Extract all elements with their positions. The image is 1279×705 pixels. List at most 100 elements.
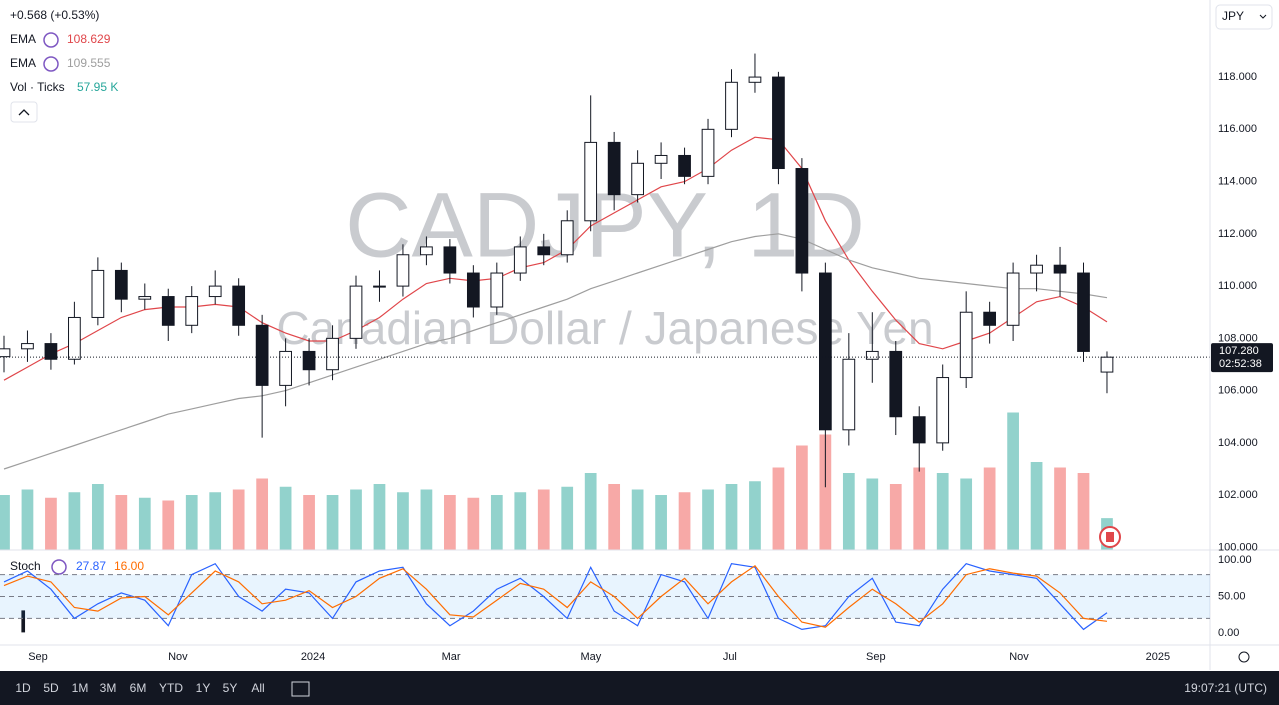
volume-bar <box>1030 462 1043 550</box>
candle-body <box>396 254 410 287</box>
volume-bar <box>866 478 879 550</box>
candle-body <box>21 343 34 350</box>
candle-body <box>161 296 175 326</box>
price-label: 107.280 <box>1219 345 1259 357</box>
candle-body <box>513 246 527 274</box>
candle-body <box>772 76 785 170</box>
stoch-line <box>3 564 1108 628</box>
y-tick-label: 108.000 <box>1218 332 1258 344</box>
legend-icon[interactable] <box>43 32 59 48</box>
y-tick-label: 100.000 <box>1218 541 1258 553</box>
candle-body <box>185 296 199 326</box>
flag-leaf <box>1106 532 1114 542</box>
candle-body <box>349 285 363 339</box>
range-button[interactable]: 3M <box>100 681 117 695</box>
range-button[interactable]: 1Y <box>196 681 211 695</box>
candle-body <box>279 350 292 386</box>
candle-body <box>631 162 644 196</box>
range-button[interactable]: 1M <box>72 681 89 695</box>
legend-icon[interactable] <box>43 56 59 72</box>
range-button[interactable]: All <box>251 681 264 695</box>
x-tick-label: Mar <box>442 651 461 663</box>
settings-icon[interactable] <box>1238 651 1250 663</box>
candle-body <box>255 324 269 386</box>
stoch-tick-label: 50.00 <box>1218 590 1246 602</box>
plot <box>0 53 1210 550</box>
candle-body <box>373 285 386 288</box>
volume-bar <box>678 492 691 550</box>
logo: ❙ <box>14 607 32 633</box>
y-tick-label: 114.000 <box>1218 175 1257 187</box>
range-buttons: 1D 5D 1M 3M 6M YTD 1Y 5Y All <box>15 681 264 695</box>
candle-body <box>725 81 738 130</box>
volume-bar <box>842 473 855 550</box>
countdown: 02:52:38 <box>1219 358 1262 370</box>
y-tick-label: 110.000 <box>1218 280 1257 292</box>
calendar-icon[interactable] <box>291 681 310 697</box>
volume-bar <box>138 497 151 550</box>
volume-bar <box>608 484 621 550</box>
range-button[interactable]: 6M <box>130 681 147 695</box>
candle-body <box>959 311 973 379</box>
range-button[interactable]: YTD <box>159 681 183 695</box>
candle-body <box>1053 264 1067 274</box>
watermark: CADJPY, 1D Canadian Dollar / Japanese Ye… <box>276 174 933 354</box>
candle-body <box>1030 264 1043 274</box>
y-tick-label: 118.000 <box>1218 71 1257 83</box>
candle-body <box>232 285 246 326</box>
x-tick-label: 2025 <box>1146 651 1170 663</box>
chevron <box>1259 14 1267 19</box>
candle-body <box>678 154 691 177</box>
candle-body <box>936 377 950 444</box>
toolbar <box>0 671 1279 705</box>
volume-bar <box>45 497 57 550</box>
candle-body <box>326 337 339 371</box>
candle-body <box>114 269 128 300</box>
range-button[interactable]: 5D <box>43 681 59 695</box>
y-tick-label: 112.000 <box>1218 228 1257 240</box>
x-tick-label: Nov <box>1009 651 1029 663</box>
candle-body <box>584 141 598 222</box>
volume-bar <box>936 473 949 550</box>
candle-body <box>701 128 715 177</box>
range-button[interactable]: 1D <box>15 681 31 695</box>
legend-name: Stoch <box>10 559 41 573</box>
volume-bar <box>303 495 315 550</box>
volume-bar <box>397 492 409 550</box>
range-button[interactable]: 5Y <box>223 681 238 695</box>
legend-value: 16.00 <box>114 559 144 573</box>
x-tick-label: Sep <box>866 651 886 663</box>
candle-body <box>68 316 81 360</box>
candle-body <box>91 269 105 318</box>
y-tick-label: 116.000 <box>1218 123 1257 135</box>
candle-body <box>654 154 668 164</box>
x-tick-label: Jul <box>723 651 737 663</box>
volume-bar <box>584 473 597 550</box>
legend-value: 27.87 <box>76 559 106 573</box>
volume-bar <box>350 489 362 550</box>
legend-value: 57.95 K <box>77 80 118 94</box>
ema-line <box>3 233 1108 470</box>
candle-body <box>818 272 832 431</box>
volume-bar <box>889 484 902 550</box>
volume-bar <box>444 495 456 550</box>
collapse-icon <box>18 109 30 116</box>
volume-bar <box>0 495 10 550</box>
stoch-tick-label: 0.00 <box>1218 627 1239 639</box>
volume-bar <box>68 492 81 550</box>
volume-bar <box>725 484 738 550</box>
volume-bar <box>749 481 761 550</box>
legend-icon[interactable] <box>51 559 67 575</box>
volume-bar <box>467 497 480 550</box>
clock: 19:07:21 (UTC) <box>1184 681 1267 695</box>
candle-body <box>560 220 574 256</box>
volume-bar <box>772 467 785 550</box>
candle-body <box>420 246 433 256</box>
volume-bar <box>1077 473 1090 550</box>
price-label-box <box>1211 343 1273 373</box>
legend-name: Vol · Ticks <box>10 80 65 94</box>
collapse-button[interactable] <box>10 101 38 123</box>
volume-bar <box>983 467 996 550</box>
currency-button[interactable] <box>1215 4 1273 30</box>
